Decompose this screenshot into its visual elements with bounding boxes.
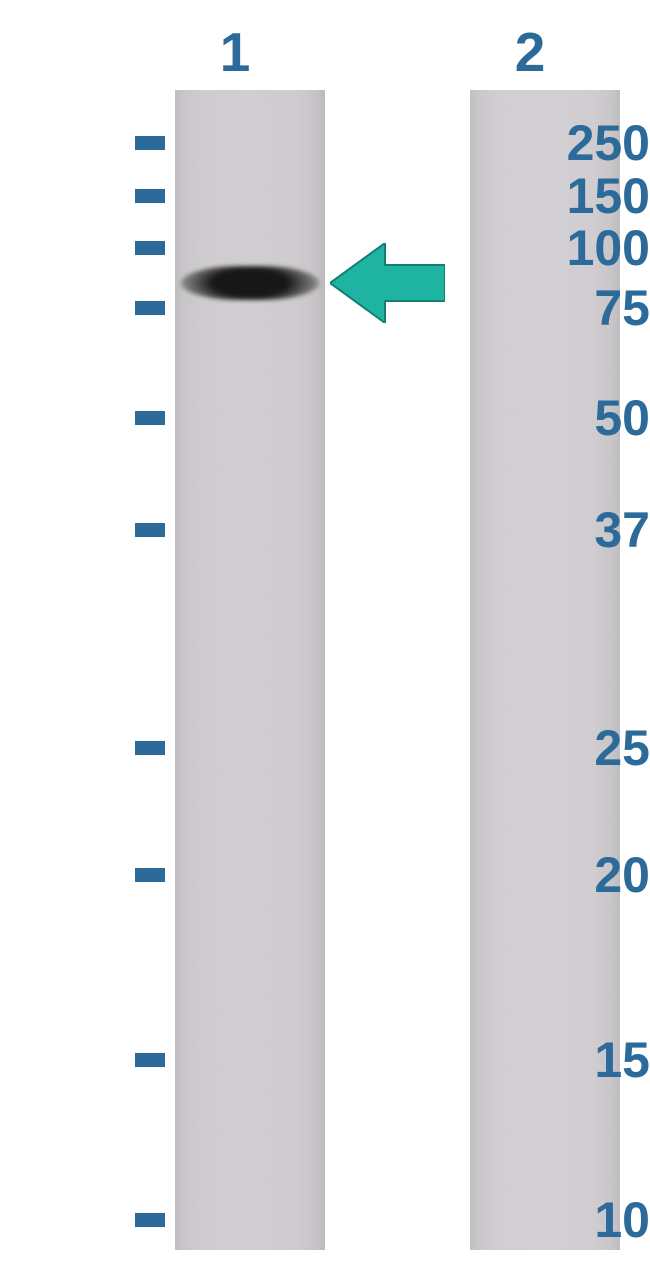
marker-label-37: 37 (525, 505, 650, 555)
band-pointer-arrow (330, 243, 445, 323)
marker-tick-150 (135, 189, 165, 203)
marker-label-75: 75 (525, 283, 650, 333)
lane-header-1: 1 (215, 20, 255, 84)
lane-1 (175, 90, 325, 1250)
marker-label-25: 25 (525, 723, 650, 773)
marker-tick-50 (135, 411, 165, 425)
lane-header-2: 2 (510, 20, 550, 84)
lane-1-noise (175, 90, 325, 1250)
marker-label-10: 10 (525, 1195, 650, 1245)
marker-label-20: 20 (525, 850, 650, 900)
lane1-main-band (181, 266, 319, 300)
marker-tick-10 (135, 1213, 165, 1227)
marker-tick-15 (135, 1053, 165, 1067)
marker-tick-37 (135, 523, 165, 537)
marker-tick-75 (135, 301, 165, 315)
marker-label-50: 50 (525, 393, 650, 443)
marker-label-15: 15 (525, 1035, 650, 1085)
marker-tick-20 (135, 868, 165, 882)
marker-label-250: 250 (525, 118, 650, 168)
marker-label-150: 150 (525, 171, 650, 221)
blot-canvas: 1 2 250150100 75 50 37 25 20 15 10 (0, 0, 650, 1270)
marker-label-100: 100 (525, 223, 650, 273)
marker-tick-250 (135, 136, 165, 150)
marker-tick-25 (135, 741, 165, 755)
marker-tick-100 (135, 241, 165, 255)
